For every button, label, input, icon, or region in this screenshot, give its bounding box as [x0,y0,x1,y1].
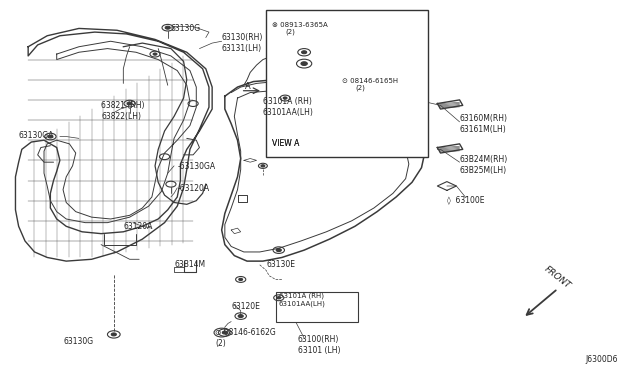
Circle shape [238,315,243,318]
Text: 63821 (RH)
63822(LH): 63821 (RH) 63822(LH) [101,101,145,121]
Text: 63130G: 63130G [63,337,93,346]
Text: -63120A: -63120A [177,185,209,193]
Text: ⊗ 08913-6365A: ⊗ 08913-6365A [273,22,328,28]
Text: 63160M(RH)
63161M(LH): 63160M(RH) 63161M(LH) [460,114,508,135]
Circle shape [127,102,132,105]
Circle shape [48,135,53,138]
Text: 63B14M: 63B14M [174,260,205,269]
Text: 63100(RH)
63101 (LH): 63100(RH) 63101 (LH) [298,335,340,356]
Circle shape [277,296,281,299]
Text: ⊙ 08146-6165H: ⊙ 08146-6165H [342,78,398,84]
Text: 63130G: 63130G [171,24,201,33]
Circle shape [153,53,157,55]
Text: 63130E: 63130E [266,260,295,269]
Text: FRONT: FRONT [542,264,572,291]
Text: -63130GA: -63130GA [177,163,216,171]
Text: 63130(RH)
63131(LH): 63130(RH) 63131(LH) [221,33,263,53]
Circle shape [301,62,307,65]
Text: A: A [245,82,251,91]
Text: VIEW A: VIEW A [273,140,300,148]
Circle shape [222,331,227,334]
Circle shape [276,248,282,251]
Text: VIEW A: VIEW A [273,139,300,148]
Text: ◊  63100E: ◊ 63100E [447,195,484,205]
Bar [266,10,428,157]
Bar [276,292,358,321]
Text: 63120E: 63120E [231,302,260,311]
Text: 63101A (RH)
63101AA(LH): 63101A (RH) 63101AA(LH) [279,293,326,307]
Text: ⊙ 08146-6162G
(2): ⊙ 08146-6162G (2) [215,328,276,348]
Circle shape [284,97,287,99]
Text: J6300D6: J6300D6 [586,355,618,364]
Circle shape [239,278,243,280]
Text: 63120A: 63120A [124,222,153,231]
Text: (2): (2) [285,29,295,35]
Circle shape [165,26,170,29]
Text: 63130GA: 63130GA [19,131,54,140]
Text: 63B24M(RH)
63B25M(LH): 63B24M(RH) 63B25M(LH) [460,155,508,175]
Circle shape [301,51,307,54]
Circle shape [111,333,116,336]
Circle shape [261,165,265,167]
Text: (2): (2) [355,85,365,92]
Text: 63101A (RH)
63101AA(LH): 63101A (RH) 63101AA(LH) [263,97,314,117]
